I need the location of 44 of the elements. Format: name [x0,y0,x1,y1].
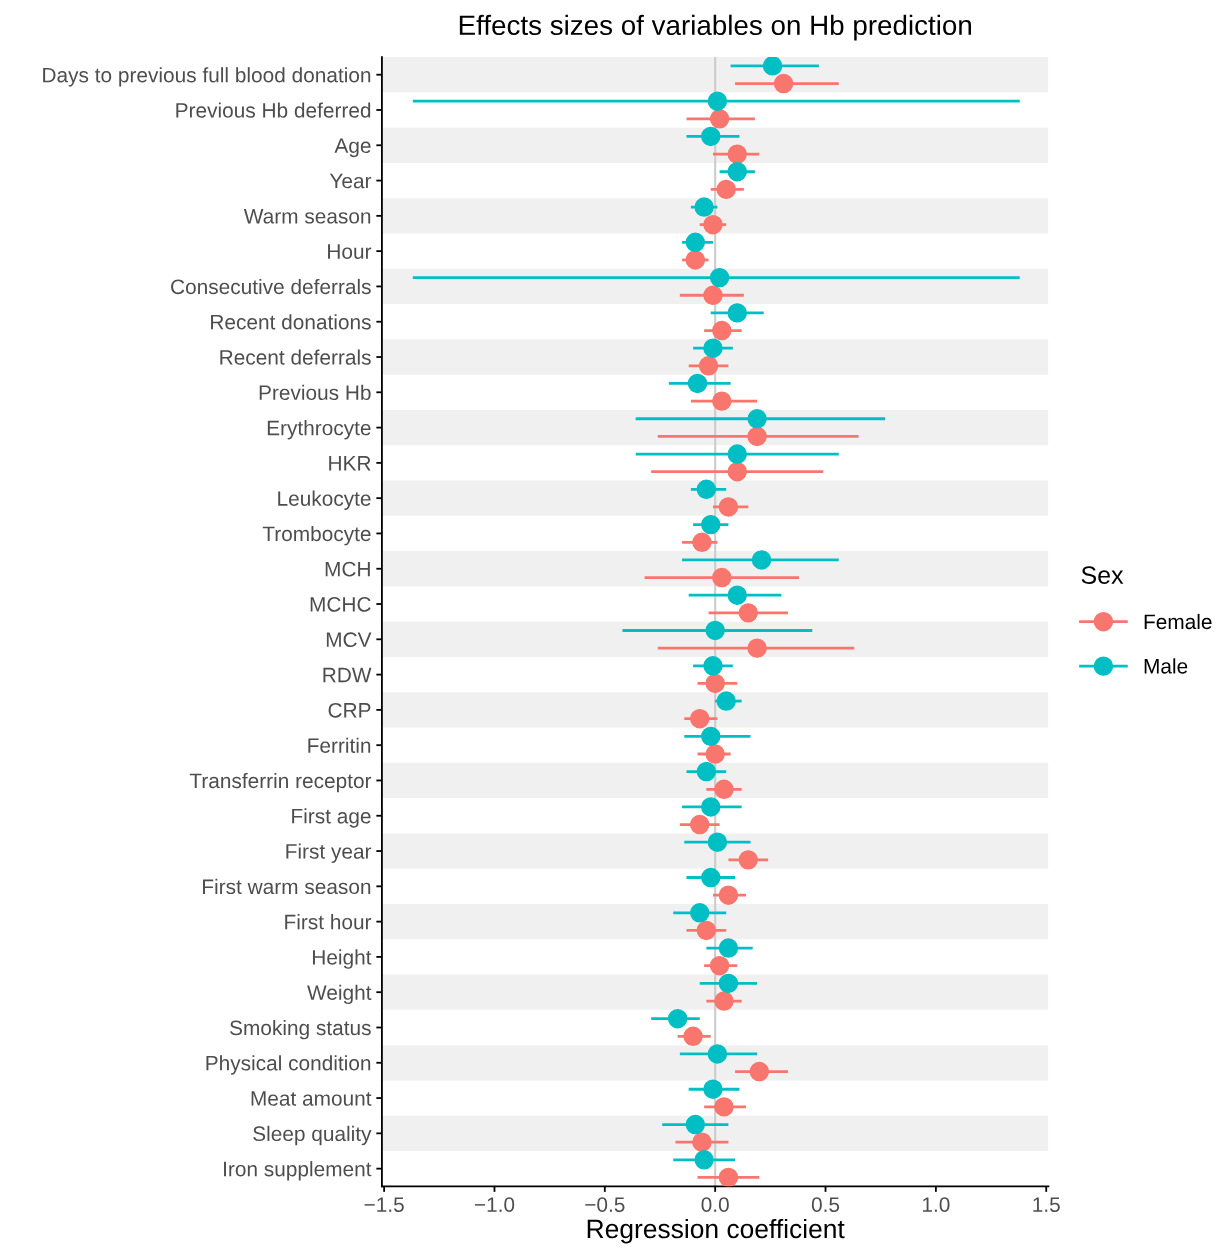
y-tick-label: Physical condition [206,1055,371,1075]
y-tick-label: Height [312,949,372,969]
y-tick-label: First year [286,843,372,863]
x-axis-title: Regression coefficient [587,1218,845,1244]
y-tick-label: Previous Hb [259,384,371,401]
y-tick-label: Smoking status [230,1019,371,1040]
y-tick-label: Previous Hb deferred [176,102,371,118]
y-tick-label: MCHC [310,597,371,612]
y-tick-label: Transferrin receptor [189,772,372,793]
y-tick-label: Iron supplement [224,1161,372,1181]
legend-label: Male [1144,658,1188,674]
y-tick-label: HKR [329,456,371,471]
y-tick-label: MCH [325,561,370,577]
y-tick-label: Days to previous full blood donation [43,67,371,87]
y-tick-label: Consecutive deferrals [171,278,371,295]
y-tick-label: Sleep quality [253,1125,372,1146]
y-tick-label: Leukocyte [278,490,371,511]
y-tick-label: Meat amount [251,1091,372,1106]
y-tick-label: Weight [307,984,372,1005]
y-tick-label: Erythrocyte [267,420,371,440]
y-tick-label: CRP [328,702,371,718]
x-tick-label: −1.0 [474,1197,515,1212]
x-tick-label: −0.5 [585,1197,625,1212]
x-tick-label: 0.0 [701,1197,729,1212]
legend-title: Sex [1081,566,1124,584]
y-tick-label: Age [334,138,371,158]
x-tick-label: 1.5 [1033,1197,1060,1212]
y-tick-label: First warm season [203,878,371,895]
y-tick-label: First hour [285,914,372,930]
y-tick-label: Recent donations [211,314,371,330]
y-tick-label: First age [292,808,371,828]
chart-title: Effects sizes of variables on Hb prediction [459,14,971,41]
y-tick-label: RDW [323,667,372,683]
y-tick-label: Trombocyte [262,525,371,546]
y-tick-label: MCV [326,632,372,648]
y-tick-label: Recent deferrals [220,349,371,365]
y-tick-label: Ferritin [308,737,371,753]
y-tick-label: Year [329,173,372,189]
x-tick-label: −1.5 [364,1197,404,1212]
legend-label: Female [1144,613,1212,630]
x-tick-label: 0.5 [811,1197,840,1212]
x-tick-label: 1.0 [922,1197,950,1212]
y-tick-label: Warm season [243,209,371,224]
y-tick-label: Hour [328,244,372,259]
